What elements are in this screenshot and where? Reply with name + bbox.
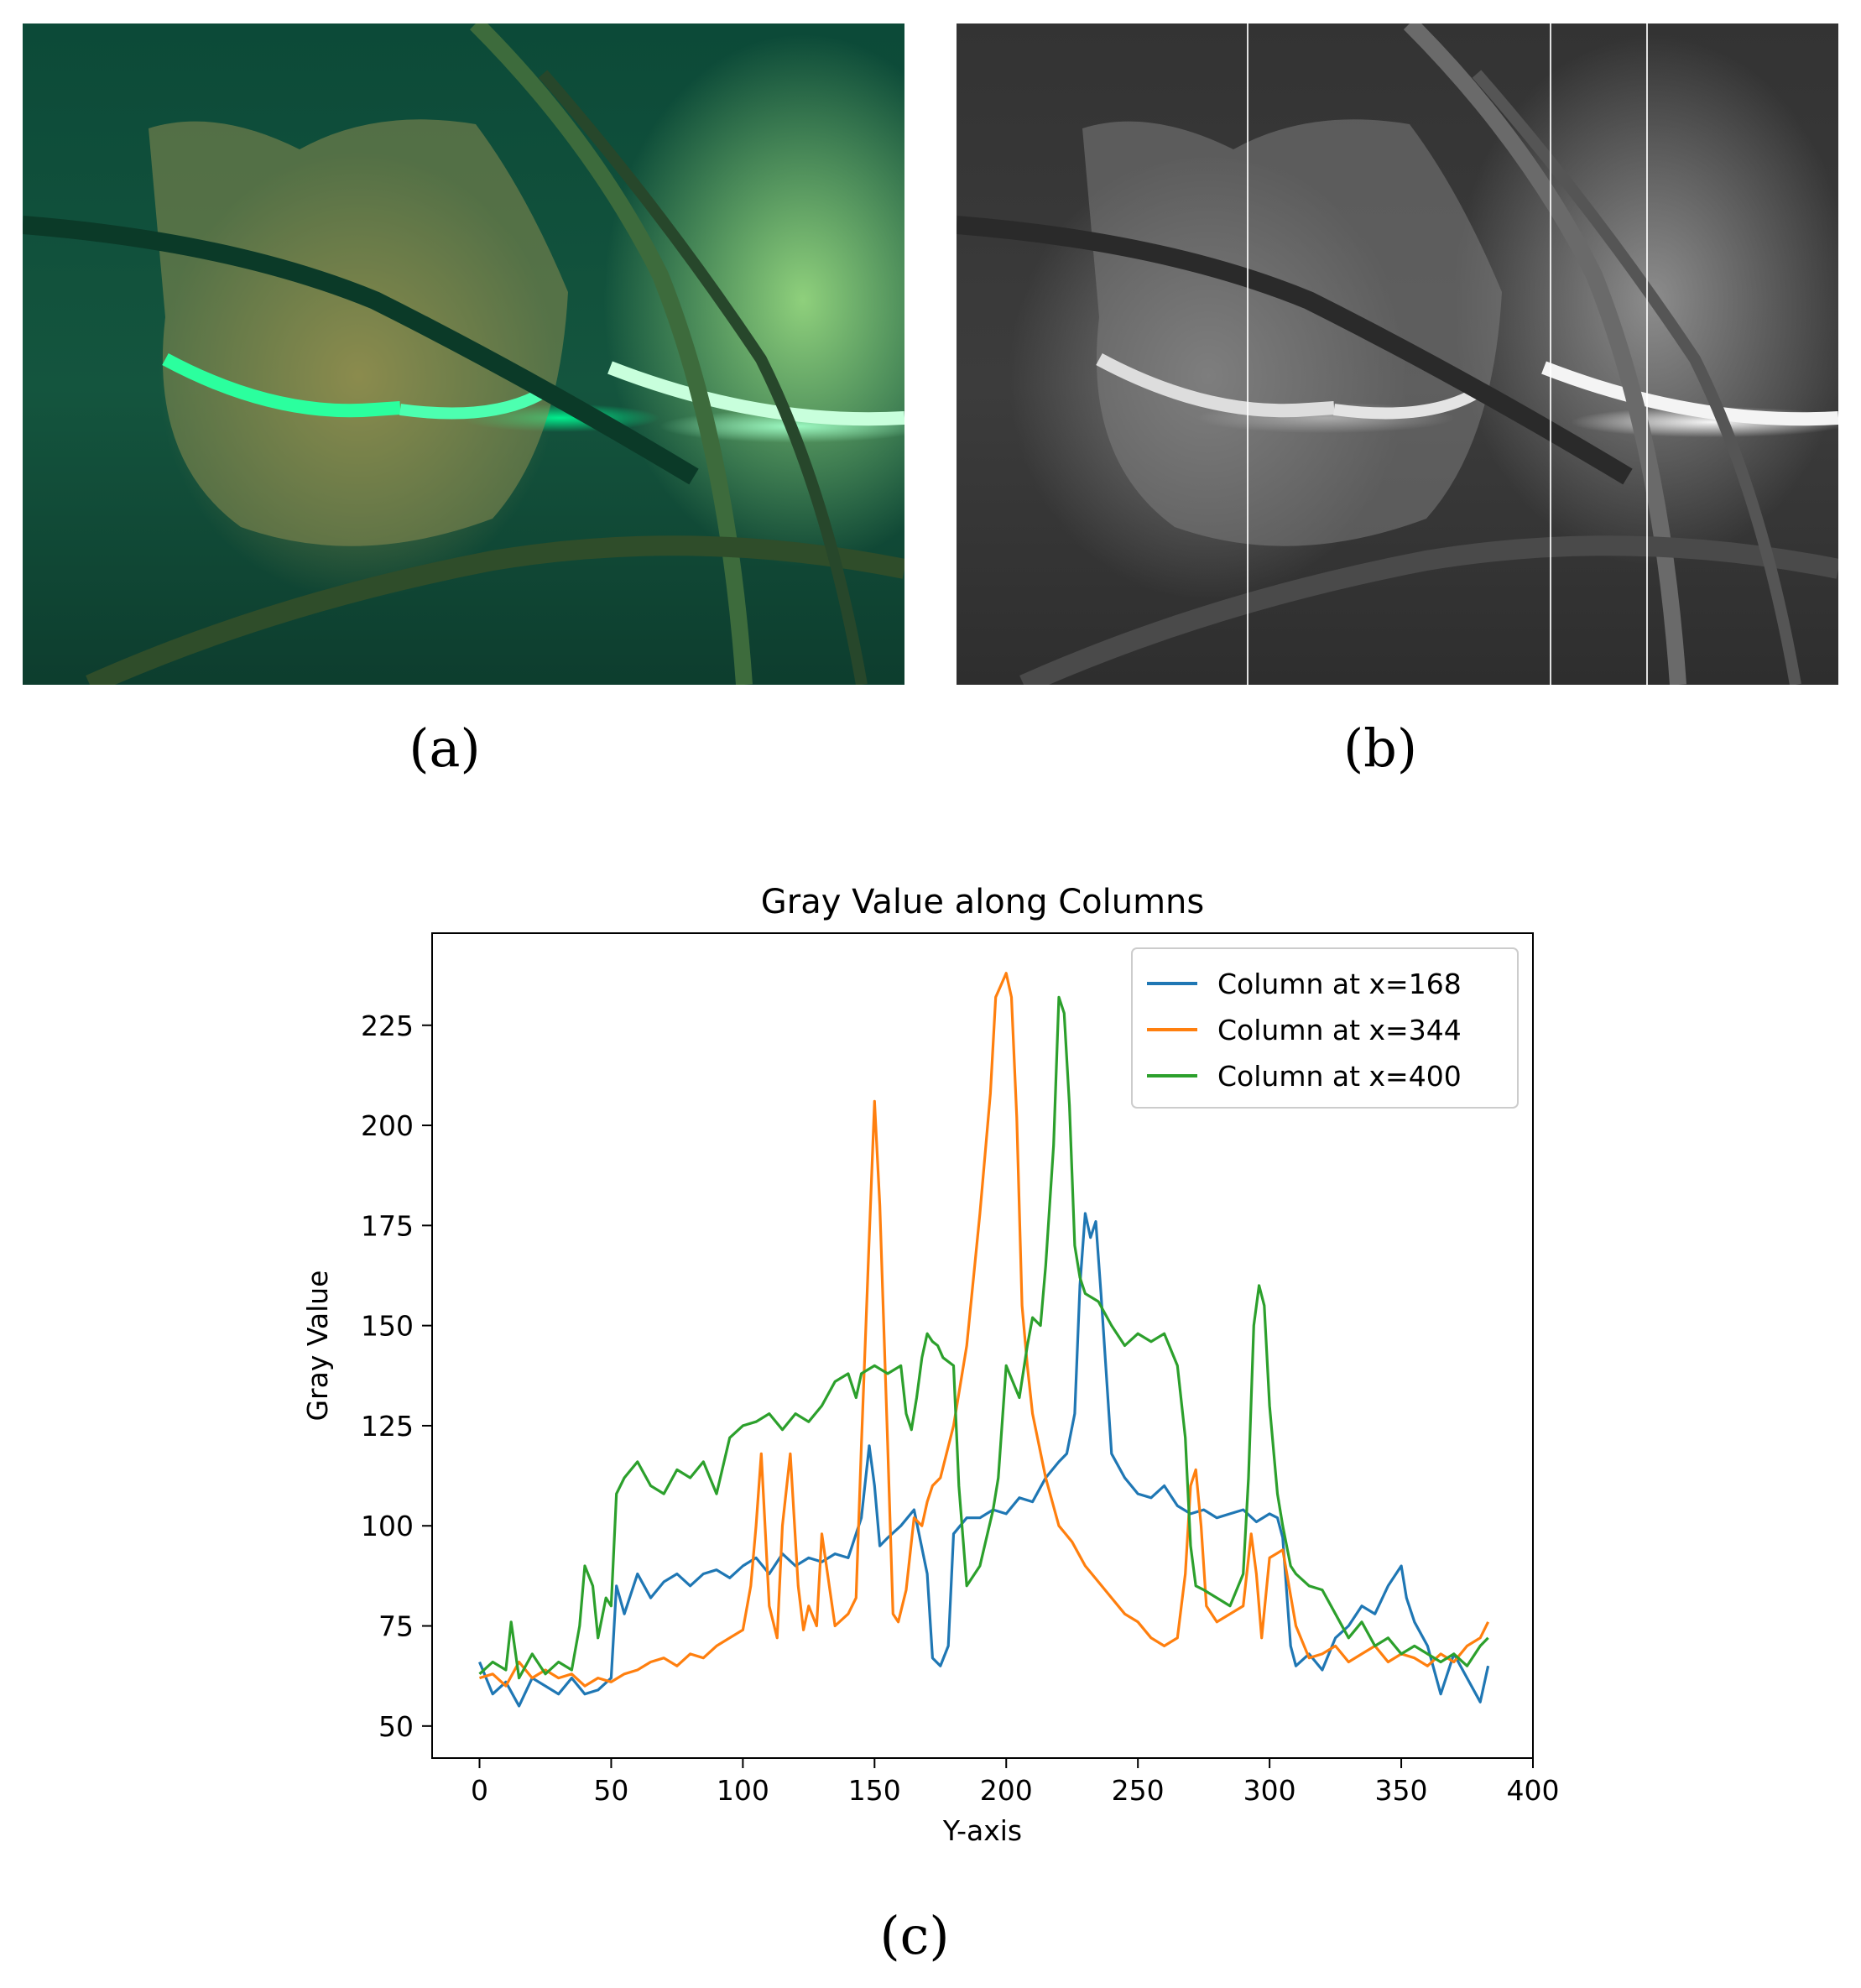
laser-line-a <box>162 352 401 418</box>
column-marker-400 <box>1646 23 1648 685</box>
legend-label-2: Column at x=400 <box>1217 1060 1462 1093</box>
series-line-0 <box>478 1212 1490 1708</box>
plot-frame <box>431 932 1534 1759</box>
y-axis-label: Gray Value <box>301 1270 334 1421</box>
seagrass-leaf-b1 <box>957 216 1633 485</box>
gray-value-chart: 0 50 100 150 200 250 300 350 400 50 75 100 125 150 175… <box>301 883 1560 1847</box>
x-tick-label: 50 <box>593 1774 628 1807</box>
panel-label-a: (a) <box>409 717 481 779</box>
seagrass-leaf-b4 <box>1472 70 1801 685</box>
seagrass-overlay-a <box>23 23 904 685</box>
y-tick-label: 225 <box>361 1010 414 1042</box>
legend-label-0: Column at x=168 <box>1217 968 1462 1000</box>
x-axis-label: Y-axis <box>942 1814 1022 1847</box>
y-tick-label: 200 <box>361 1109 414 1142</box>
series-line-2 <box>478 995 1489 1680</box>
y-tick-label: 150 <box>361 1310 414 1343</box>
laser-line-a3 <box>607 361 904 426</box>
x-tick-label: 150 <box>848 1774 901 1807</box>
object-silhouette-b <box>1082 119 1502 546</box>
laser-line-b3 <box>1541 361 1838 426</box>
y-tick-label: 125 <box>361 1410 414 1443</box>
chart-title: Gray Value along Columns <box>761 883 1204 921</box>
y-tick-label: 175 <box>361 1209 414 1242</box>
photo-panel-b <box>957 23 1838 685</box>
laser-line-b <box>1096 352 1335 418</box>
laser-line-b2 <box>1333 387 1480 420</box>
seagrass-leaf-a4 <box>538 70 868 685</box>
object-silhouette-a <box>149 119 568 546</box>
y-tick-label: 75 <box>378 1610 414 1643</box>
seagrass-leaf-a3 <box>86 535 904 685</box>
panel-label-b: (b) <box>1342 717 1418 779</box>
x-tick-label: 200 <box>980 1774 1033 1807</box>
seagrass-overlay-b <box>957 23 1838 685</box>
panel-label-c: (c) <box>879 1905 950 1966</box>
x-tick-label: 350 <box>1375 1774 1428 1807</box>
legend-label-1: Column at x=344 <box>1217 1014 1462 1046</box>
seagrass-leaf-a1 <box>23 216 699 485</box>
y-tick-label: 100 <box>361 1510 414 1542</box>
x-tick-label: 250 <box>1112 1774 1165 1807</box>
column-marker-344 <box>1550 23 1551 685</box>
column-marker-168 <box>1247 23 1248 685</box>
x-tick-label: 0 <box>471 1774 488 1807</box>
legend-box <box>1131 947 1519 1109</box>
x-tick-label: 400 <box>1507 1774 1560 1807</box>
seagrass-leaf-b3 <box>1019 535 1838 685</box>
x-tick-label: 300 <box>1243 1774 1296 1807</box>
plot-layer: 0 50 100 150 200 250 300 350 400 50 75 100 125 150 175… <box>301 883 1560 1847</box>
series-line-1 <box>479 972 1490 1688</box>
laser-line-a2 <box>399 387 546 420</box>
y-tick-label: 50 <box>378 1710 414 1743</box>
photo-panel-a <box>23 23 904 685</box>
x-tick-label: 100 <box>717 1774 769 1807</box>
